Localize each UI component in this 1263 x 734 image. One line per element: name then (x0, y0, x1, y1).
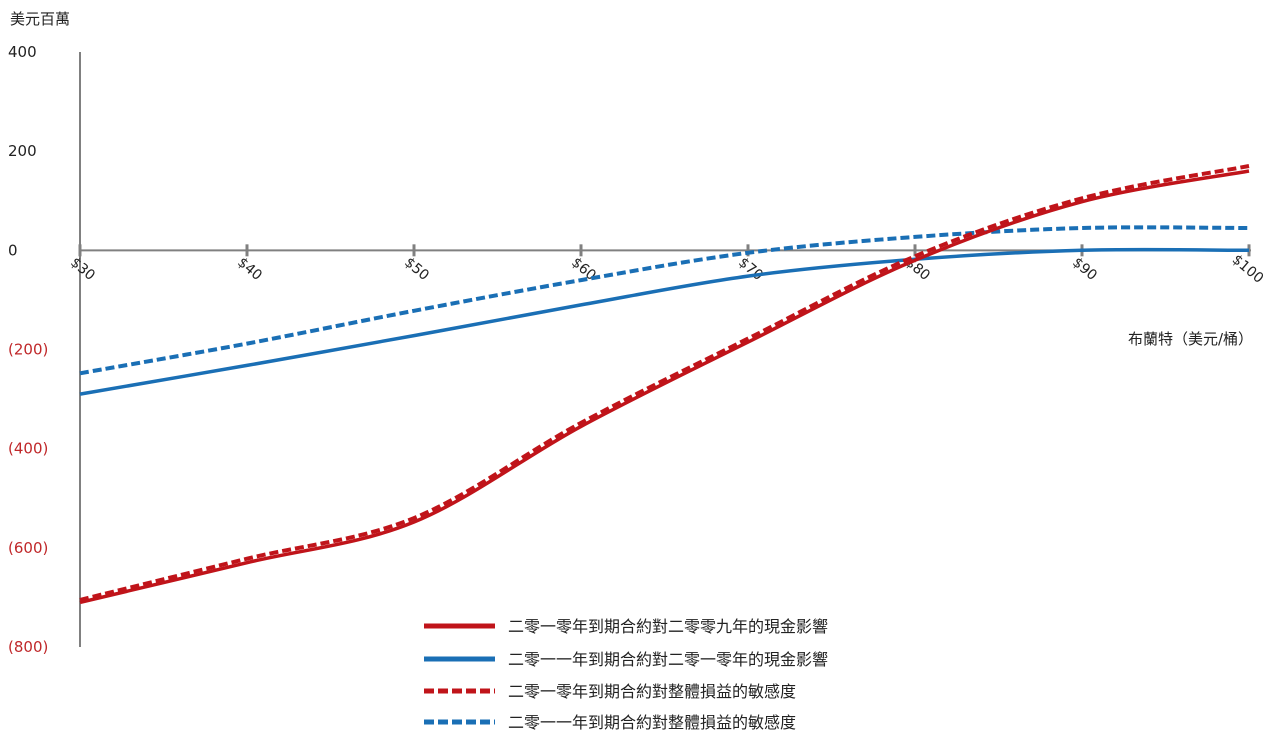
series-line-3 (79, 164, 1250, 602)
y-tick-label: 400 (8, 43, 37, 61)
legend-label-1: 二零一零年到期合約對二零零九年的現金影響 (508, 617, 828, 636)
series-line-4 (79, 225, 1250, 376)
y-tick-label: 0 (8, 241, 18, 259)
x-tick-label: $90 (1069, 255, 1100, 284)
y-tick-label: (600) (8, 539, 48, 557)
y-tick-label: (400) (8, 440, 48, 458)
x-tick-label: $100 (1229, 252, 1263, 287)
y-tick-label: 200 (8, 142, 37, 160)
y-tick-label: (200) (8, 341, 48, 359)
legend-label-4: 二零一一年到期合約對整體損益的敏感度 (508, 713, 796, 732)
x-tick-label: $50 (401, 255, 432, 284)
y-axis-unit-label: 美元百萬 (10, 10, 70, 28)
legend: 二零一零年到期合約對二零零九年的現金影響二零一一年到期合約對二零一零年的現金影響… (424, 617, 828, 732)
series-line-2 (79, 247, 1250, 396)
x-tick-label: $70 (735, 255, 766, 284)
axes (79, 52, 1251, 647)
legend-label-3: 二零一零年到期合約對整體損益的敏感度 (508, 682, 796, 701)
series-line-1 (79, 169, 1250, 605)
x-tick-label: $40 (234, 255, 265, 284)
legend-label-2: 二零一一年到期合約對二零一零年的現金影響 (508, 650, 828, 669)
series-lines (79, 164, 1250, 605)
x-tick-label: $30 (67, 255, 98, 284)
y-tick-label: (800) (8, 638, 48, 656)
y-axis-ticks: 400 200 0 (200) (400) (600) (800) (8, 43, 48, 656)
x-axis-label: 布蘭特（美元/桶） (1128, 330, 1253, 348)
